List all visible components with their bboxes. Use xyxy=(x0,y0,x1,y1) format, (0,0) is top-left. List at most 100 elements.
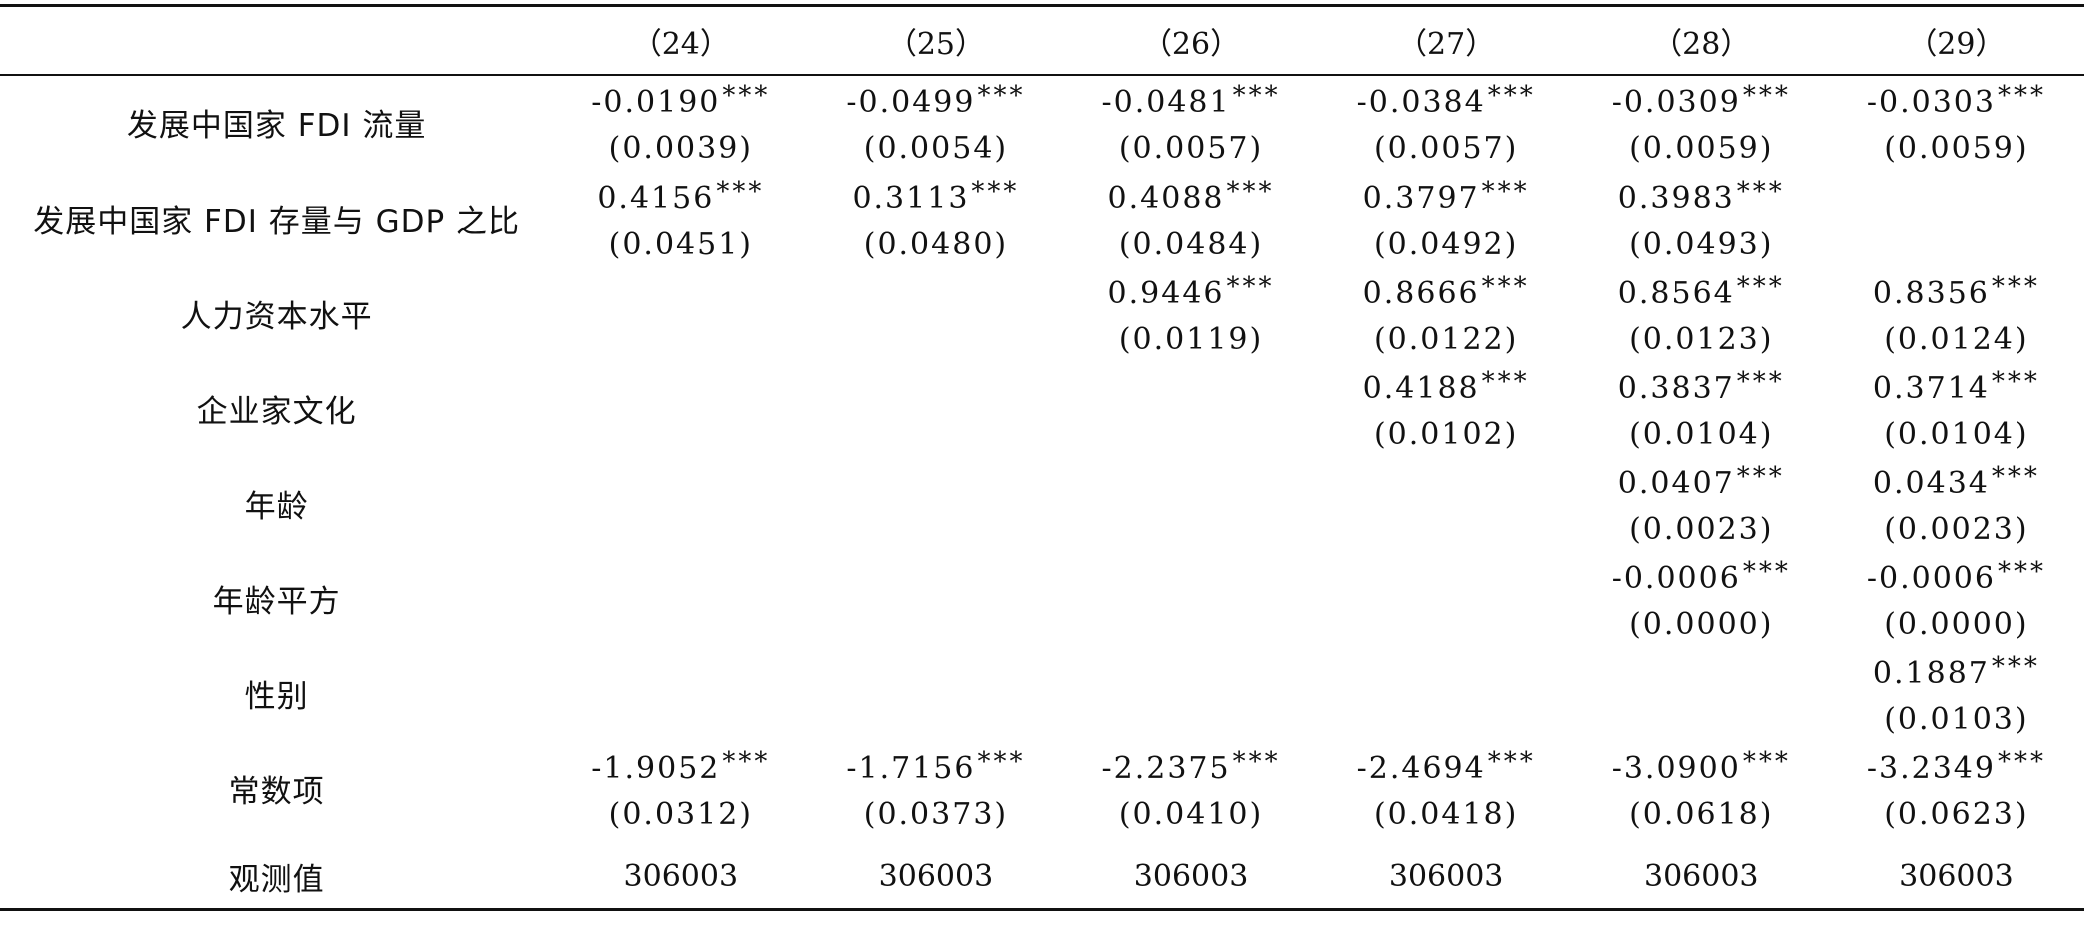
coefficient-line: -3.0900*** xyxy=(1612,741,1791,794)
significance-stars: *** xyxy=(1736,272,1785,302)
table-cell xyxy=(1063,456,1318,551)
table-cell: 0.9446*** (0.0119) xyxy=(1063,266,1318,361)
estimate-cell: -0.0006*** (0.0000) xyxy=(1574,551,1829,646)
estimate-cell: -0.0190*** (0.0039) xyxy=(553,75,808,170)
coefficient-line: -0.0499*** xyxy=(846,75,1025,128)
standard-error: (0.0057) xyxy=(1373,131,1519,166)
coefficient-value: -3.0900 xyxy=(1611,751,1741,786)
coefficient-value: -0.0481 xyxy=(1101,85,1231,120)
coefficient-line: 0.4156*** xyxy=(597,171,764,224)
coefficient-value: -0.0384 xyxy=(1356,85,1486,120)
estimate-cell: -2.4694*** (0.0418) xyxy=(1319,741,1574,836)
estimate-cell: 0.4188*** (0.0102) xyxy=(1319,361,1574,456)
table-cell xyxy=(808,456,1063,551)
significance-stars: *** xyxy=(1742,557,1791,587)
estimate-cell: -3.2349*** (0.0623) xyxy=(1829,741,2084,836)
row-label: 发展中国家 FDI 流量 xyxy=(126,108,427,144)
table-cell xyxy=(1319,551,1574,646)
column-header: （26） xyxy=(1141,26,1241,62)
standard-error: (0.0059) xyxy=(1884,131,2029,166)
standard-error: (0.0057) xyxy=(1118,131,1264,166)
row-label: 常数项 xyxy=(228,774,325,810)
table-cell: -2.4694*** (0.0418) xyxy=(1319,741,1574,836)
top-rule xyxy=(0,4,2084,7)
coefficient-line: -0.0006*** xyxy=(1612,551,1791,604)
coefficient-value: -1.9052 xyxy=(591,751,721,786)
row-label: 年龄平方 xyxy=(212,584,341,620)
table-cell xyxy=(1829,171,2084,266)
coefficient-value: 0.4188 xyxy=(1362,371,1480,406)
coefficient-line: 0.0434*** xyxy=(1873,456,2040,509)
significance-stars: *** xyxy=(1736,367,1785,397)
coefficient-line: -0.0309*** xyxy=(1612,75,1791,128)
row-label: 发展中国家 FDI 存量与 GDP 之比 xyxy=(33,204,521,240)
table-cell: -3.2349*** (0.0623) xyxy=(1829,741,2084,836)
standard-error: (0.0000) xyxy=(1629,607,1774,642)
coefficient-line: -2.2375*** xyxy=(1101,741,1280,794)
table-row: 企业家文化 0.4188*** (0.0102) 0.3837*** (0.0104) 0… xyxy=(0,361,2084,456)
table-cell xyxy=(1063,361,1318,456)
table-cell: 0.3113*** (0.0480) xyxy=(808,171,1063,266)
table-cell: -0.0481*** (0.0057) xyxy=(1063,74,1318,171)
coefficient-value: 0.9446 xyxy=(1107,276,1225,311)
significance-stars: *** xyxy=(1226,272,1275,302)
coefficient-line: -0.0190*** xyxy=(591,75,770,128)
significance-stars: *** xyxy=(1481,177,1530,207)
standard-error: (0.0103) xyxy=(1884,702,2029,737)
estimate-cell: -0.0006*** (0.0000) xyxy=(1829,551,2084,646)
table-cell: -0.0006*** (0.0000) xyxy=(1829,551,2084,646)
standard-error: (0.0410) xyxy=(1118,797,1264,832)
standard-error: (0.0493) xyxy=(1629,227,1774,262)
coefficient-value: 0.3714 xyxy=(1872,371,1990,406)
coefficient-value: 0.0407 xyxy=(1617,466,1735,501)
coefficient-value: 0.8356 xyxy=(1872,276,1990,311)
significance-stars: *** xyxy=(1991,367,2040,397)
estimate-cell: 0.3113*** (0.0480) xyxy=(808,171,1063,266)
standard-error: (0.0312) xyxy=(608,797,754,832)
estimate-cell: 0.3797*** (0.0492) xyxy=(1319,171,1574,266)
table-cell: -1.7156*** (0.0373) xyxy=(808,741,1063,836)
estimate-cell: -0.0309*** (0.0059) xyxy=(1574,75,1829,170)
significance-stars: *** xyxy=(1742,747,1791,777)
coefficient-line: 0.1887*** xyxy=(1873,646,2040,699)
estimate-cell: 0.4156*** (0.0451) xyxy=(553,171,808,266)
standard-error: (0.0123) xyxy=(1629,322,1774,357)
estimate-cell: 0.1887*** (0.0103) xyxy=(1829,646,2084,741)
column-header: （27） xyxy=(1397,26,1496,62)
header-row: （24） （25） （26） （27） （28） （29） xyxy=(0,7,2084,74)
significance-stars: *** xyxy=(1742,81,1791,111)
table-cell: 0.8356*** (0.0124) xyxy=(1829,266,2084,361)
significance-stars: *** xyxy=(1997,557,2046,587)
estimate-cell: 0.9446*** (0.0119) xyxy=(1063,266,1318,361)
significance-stars: *** xyxy=(977,81,1026,111)
observations-value: 306003 xyxy=(878,858,994,894)
standard-error: (0.0373) xyxy=(863,797,1009,832)
significance-stars: *** xyxy=(1997,747,2046,777)
table-row: 发展中国家 FDI 流量 -0.0190*** (0.0039) -0.0499***… xyxy=(0,74,2084,171)
observations-value: 306003 xyxy=(1388,858,1504,894)
estimate-cell: -0.0481*** (0.0057) xyxy=(1063,75,1318,170)
observations-value: 306003 xyxy=(1643,858,1759,894)
coefficient-value: -0.0303 xyxy=(1866,85,1996,120)
standard-error: (0.0484) xyxy=(1118,227,1264,262)
significance-stars: *** xyxy=(1991,652,2040,682)
table-cell: 0.0434*** (0.0023) xyxy=(1829,456,2084,551)
coefficient-value: -2.4694 xyxy=(1356,751,1486,786)
significance-stars: *** xyxy=(1226,177,1275,207)
table-cell: 0.4088*** (0.0484) xyxy=(1063,171,1318,266)
table-cell xyxy=(553,646,808,741)
estimate-cell: -1.9052*** (0.0312) xyxy=(553,741,808,836)
estimate-cell: -3.0900*** (0.0618) xyxy=(1574,741,1829,836)
bottom-rule xyxy=(0,908,2084,911)
coefficient-line: 0.3837*** xyxy=(1618,361,1785,414)
column-header: （25） xyxy=(886,26,986,62)
table-cell: 0.8564*** (0.0123) xyxy=(1574,266,1829,361)
coefficient-line: 0.3983*** xyxy=(1618,171,1785,224)
coefficient-value: 0.0434 xyxy=(1872,466,1990,501)
coefficient-value: -3.2349 xyxy=(1866,751,1996,786)
standard-error: (0.0122) xyxy=(1373,322,1519,357)
estimate-cell: 0.4088*** (0.0484) xyxy=(1063,171,1318,266)
standard-error: (0.0480) xyxy=(863,227,1009,262)
coefficient-line: 0.4188*** xyxy=(1363,361,1530,414)
standard-error: (0.0104) xyxy=(1884,417,2029,452)
